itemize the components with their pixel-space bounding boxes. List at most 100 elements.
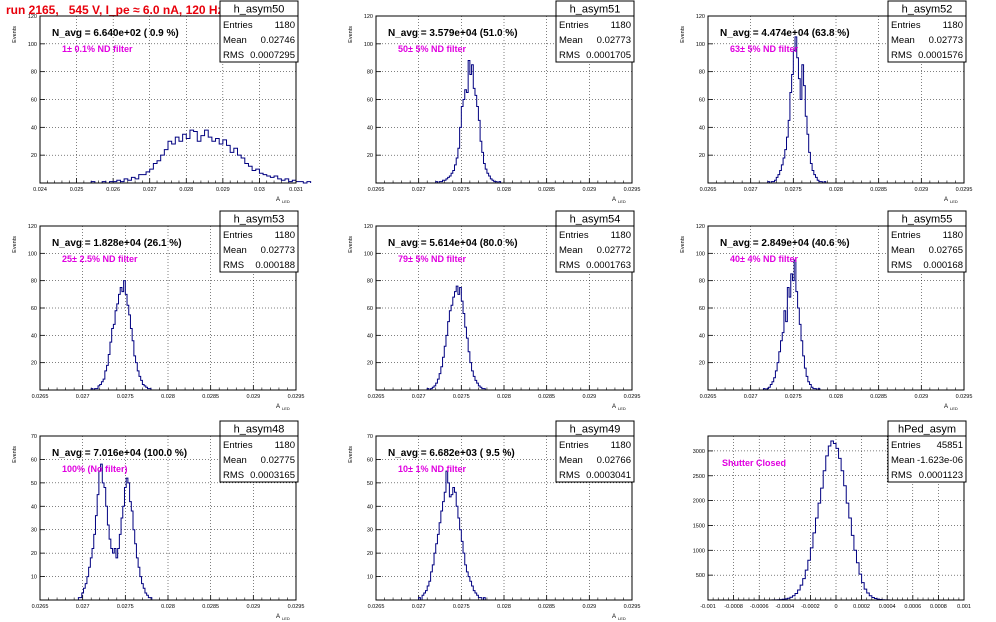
y-tick-label: 80: [699, 279, 705, 285]
x-tick-label: 0.0275: [453, 394, 470, 400]
histogram-panel-h_asym54: 0.0265 0.027 0.0275 0.028 0.0285 0.029 0.0295 2…: [348, 210, 641, 411]
stats-value-entries: 1180: [611, 230, 631, 241]
x-tick-label: 0.0002: [853, 604, 870, 610]
y-tick-label: 120: [28, 14, 37, 20]
stats-label-rms: RMS: [891, 50, 912, 61]
histogram-name: hPed_asym: [898, 424, 956, 436]
x-tick-label: 0.029: [914, 394, 928, 400]
y-tick-label: 40: [699, 333, 705, 339]
x-tick-label: 0.028: [161, 394, 175, 400]
navg-label: N_avg = 4.474e+04 (63.8 %): [720, 28, 850, 39]
x-tick-label: -0.001: [700, 604, 716, 610]
x-tick-label: 0.0285: [538, 604, 555, 610]
y-tick-label: 60: [31, 306, 37, 312]
y-tick-label: 120: [696, 14, 705, 20]
stats-label-mean: Mean: [891, 245, 915, 256]
stats-value-entries: 1180: [943, 20, 963, 31]
y-tick-label: 80: [31, 70, 37, 76]
stats-box: [887, 435, 967, 483]
stats-value-mean: 0.02773: [597, 35, 631, 46]
x-axis-label: A: [944, 404, 948, 410]
y-tick-label: 60: [367, 457, 373, 463]
stats-value-mean: 0.02773: [929, 35, 963, 46]
x-tick-label: 0.0004: [879, 604, 896, 610]
x-tick-label: 0.0275: [785, 187, 802, 193]
x-axis-label-subscript: LED: [618, 199, 626, 204]
x-tick-label: 0.0275: [785, 394, 802, 400]
stats-label-mean: Mean: [559, 35, 583, 46]
filter-annotation: 1± 0.1% ND filter: [62, 44, 133, 54]
y-tick-label: 20: [699, 153, 705, 159]
x-tick-label: -0.0002: [801, 604, 820, 610]
x-axis-label: A: [276, 197, 280, 203]
x-tick-label: 0.027: [143, 187, 157, 193]
y-tick-label: 20: [367, 551, 373, 557]
stats-box: [219, 15, 299, 63]
plot-frame: [707, 15, 965, 184]
x-tick-label: 0.0285: [870, 394, 887, 400]
plot-frame: [39, 435, 297, 601]
stats-label-entries: Entries: [559, 230, 589, 241]
stats-label-mean: Mean: [891, 35, 915, 46]
navg-label: N_avg = 5.614e+04 (80.0 %): [388, 238, 518, 249]
stats-label-entries: Entries: [891, 20, 921, 31]
filter-annotation: 79± 5% ND filter: [398, 254, 466, 264]
x-tick-label: 0.0285: [202, 394, 219, 400]
filter-annotation: 50± 5% ND filter: [398, 44, 466, 54]
x-axis-label-subscript: LED: [618, 406, 626, 411]
filter-annotation: 100% (No filter): [62, 464, 128, 474]
y-tick-label: 100: [364, 251, 373, 257]
x-tick-label: 0.0295: [624, 394, 641, 400]
stats-box: [219, 435, 299, 483]
x-tick-label: 0.0295: [956, 394, 973, 400]
x-axis-label-subscript: LED: [282, 199, 290, 204]
y-tick-label: 40: [699, 125, 705, 131]
stats-box: [219, 225, 299, 273]
stats-label-entries: Entries: [223, 230, 253, 241]
stats-value-mean: 0.02775: [261, 455, 295, 466]
stats-label-entries: Entries: [891, 440, 921, 451]
y-tick-label: 120: [28, 224, 37, 230]
x-tick-label: 0.0285: [538, 187, 555, 193]
x-tick-label: 0.025: [70, 187, 84, 193]
stats-box: [555, 435, 635, 483]
x-tick-label: 0.029: [582, 187, 596, 193]
navg-label: N_avg = 3.579e+04 (51.0 %): [388, 28, 518, 39]
y-tick-label: 60: [31, 457, 37, 463]
y-tick-label: 30: [31, 528, 37, 534]
x-tick-label: 0.027: [76, 604, 90, 610]
histogram-panel-h_asym55: 0.0265 0.027 0.0275 0.028 0.0285 0.029 0.0295 2…: [680, 210, 973, 411]
y-tick-label: 100: [28, 42, 37, 48]
plot-frame: [375, 15, 633, 184]
histogram-series: [90, 129, 312, 184]
x-axis-label-subscript: LED: [282, 406, 290, 411]
stats-label-mean: Mean: [223, 35, 247, 46]
y-tick-label: 40: [31, 125, 37, 131]
y-tick-label: 20: [367, 153, 373, 159]
x-tick-label: 0.0275: [117, 604, 134, 610]
stats-label-rms: RMS: [223, 50, 244, 61]
stats-value-entries: 1180: [275, 230, 295, 241]
histogram-panel-hPed_asym: -0.001 -0.0008 -0.0006 -0.0004 -0.0002 0 0.000…: [693, 420, 971, 610]
x-tick-label: 0.0265: [368, 604, 385, 610]
y-tick-label: 500: [696, 573, 705, 579]
x-tick-label: 0.029: [582, 604, 596, 610]
stats-value-mean: 0.02765: [929, 245, 963, 256]
stats-label-entries: Entries: [223, 20, 253, 31]
x-tick-label: 0.0295: [624, 604, 641, 610]
x-axis-label-subscript: LED: [282, 616, 290, 621]
histogram-name: h_asym50: [234, 4, 285, 16]
y-axis-label: Events: [680, 26, 686, 43]
histogram-panel-h_asym50: 0.024 0.025 0.026 0.027 0.028 0.029 0.03 0.031 2…: [12, 0, 312, 204]
x-tick-label: 0.03: [254, 187, 265, 193]
x-axis-label: A: [612, 614, 616, 620]
stats-value-rms: 0.000168: [923, 260, 963, 271]
navg-label: N_avg = 6.682e+03 ( 9.5 %): [388, 448, 515, 459]
histogram-series: [771, 440, 891, 601]
x-axis-label: A: [276, 404, 280, 410]
stats-value-entries: 1180: [943, 230, 963, 241]
stats-box: [887, 15, 967, 63]
y-tick-label: 40: [367, 125, 373, 131]
stats-label-rms: RMS: [891, 260, 912, 271]
x-tick-label: 0.0265: [700, 394, 717, 400]
